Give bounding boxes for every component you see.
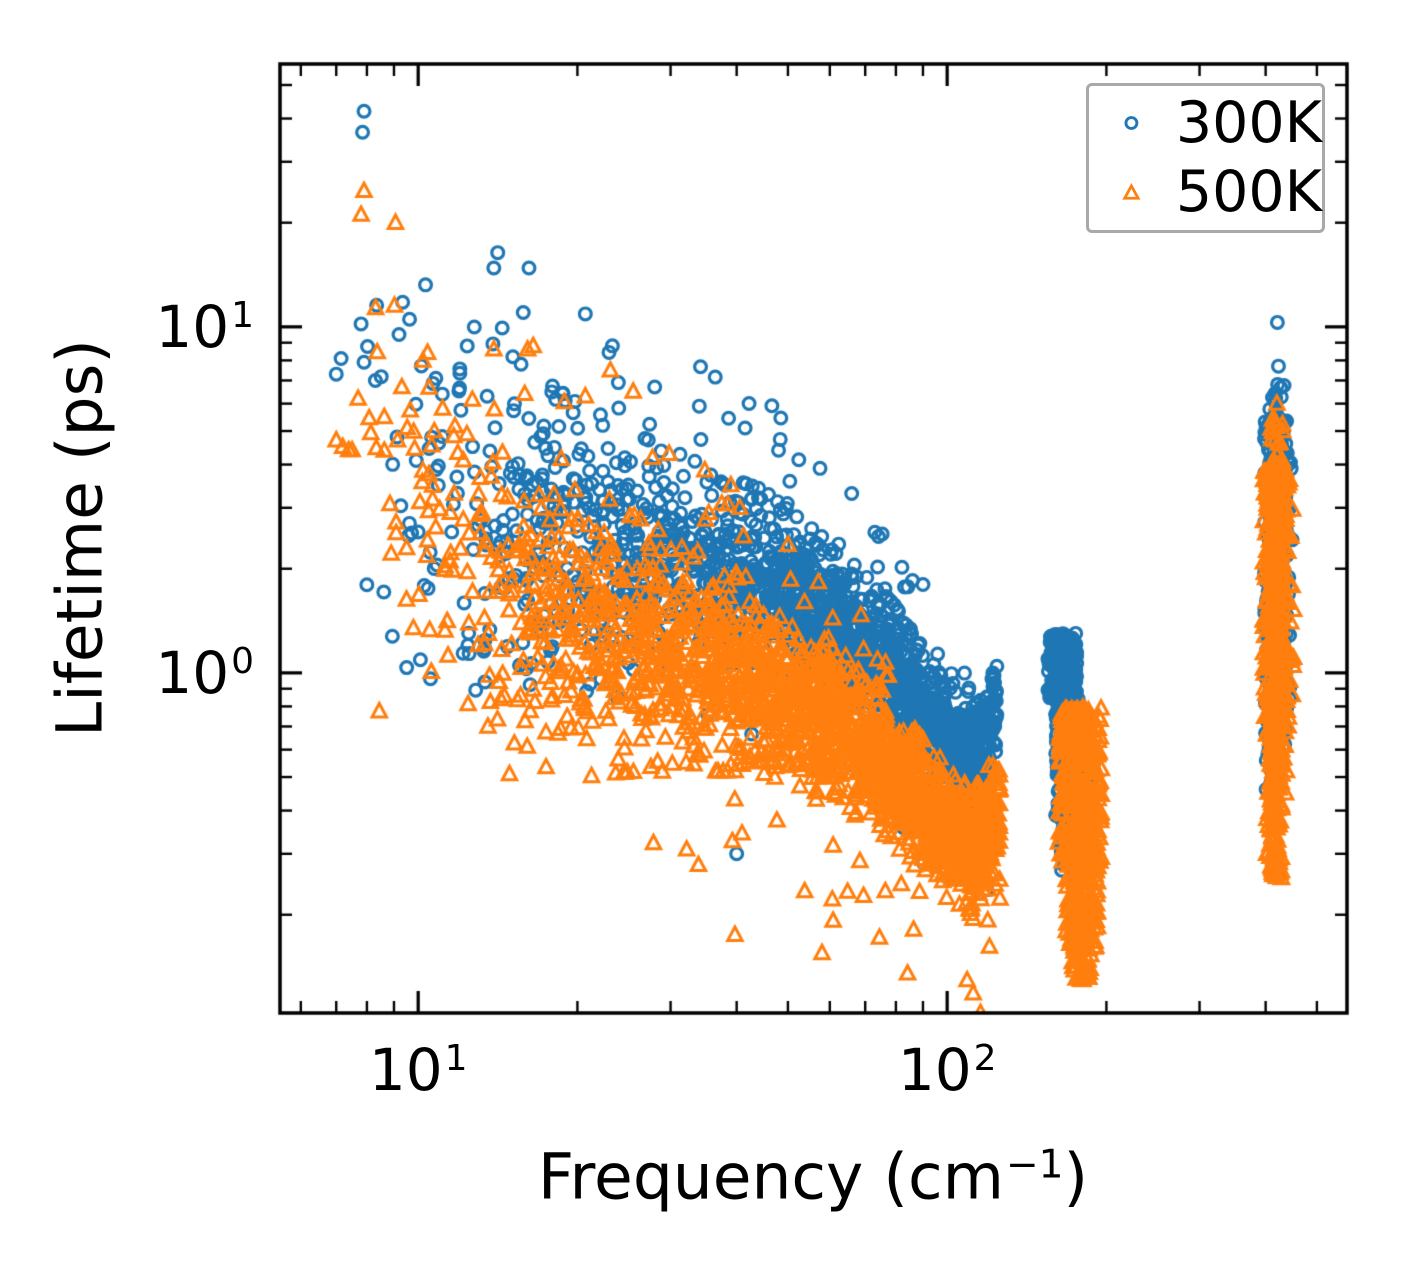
tick-base: 10 — [155, 638, 230, 707]
legend-entry-300K: 300K — [1089, 91, 1322, 155]
tick-exponent: 1 — [231, 295, 254, 337]
x-tick-label-100: 102 — [898, 1036, 997, 1104]
legend-circle-marker-icon — [1124, 116, 1139, 131]
legend-label-300K: 300K — [1175, 89, 1322, 156]
legend-triangle-marker-icon — [1122, 182, 1141, 200]
y-axis-label: Lifetime (ps) — [43, 339, 117, 737]
x-axis-label-text: Frequency (cm — [537, 1140, 1004, 1214]
tick-exponent: 2 — [973, 1038, 997, 1080]
tick-base: 10 — [368, 1036, 443, 1104]
x-axis-label-suffix: ) — [1063, 1140, 1089, 1214]
tick-exponent: 1 — [444, 1038, 468, 1080]
x-axis-label: Frequency (cm−1) — [538, 1141, 1088, 1214]
legend-label-500K: 500K — [1175, 159, 1322, 226]
tick-base: 10 — [897, 1036, 972, 1104]
tick-exponent: 0 — [231, 641, 254, 683]
legend-entry-500K: 500K — [1089, 161, 1322, 225]
legend-box: 300K 500K — [1086, 83, 1325, 233]
y-tick-label-10: 101 — [155, 293, 254, 361]
y-tick-label-1: 100 — [155, 639, 254, 707]
x-axis-label-superscript: −1 — [1005, 1142, 1064, 1188]
x-tick-label-10: 101 — [369, 1036, 468, 1104]
tick-base: 10 — [155, 292, 230, 361]
